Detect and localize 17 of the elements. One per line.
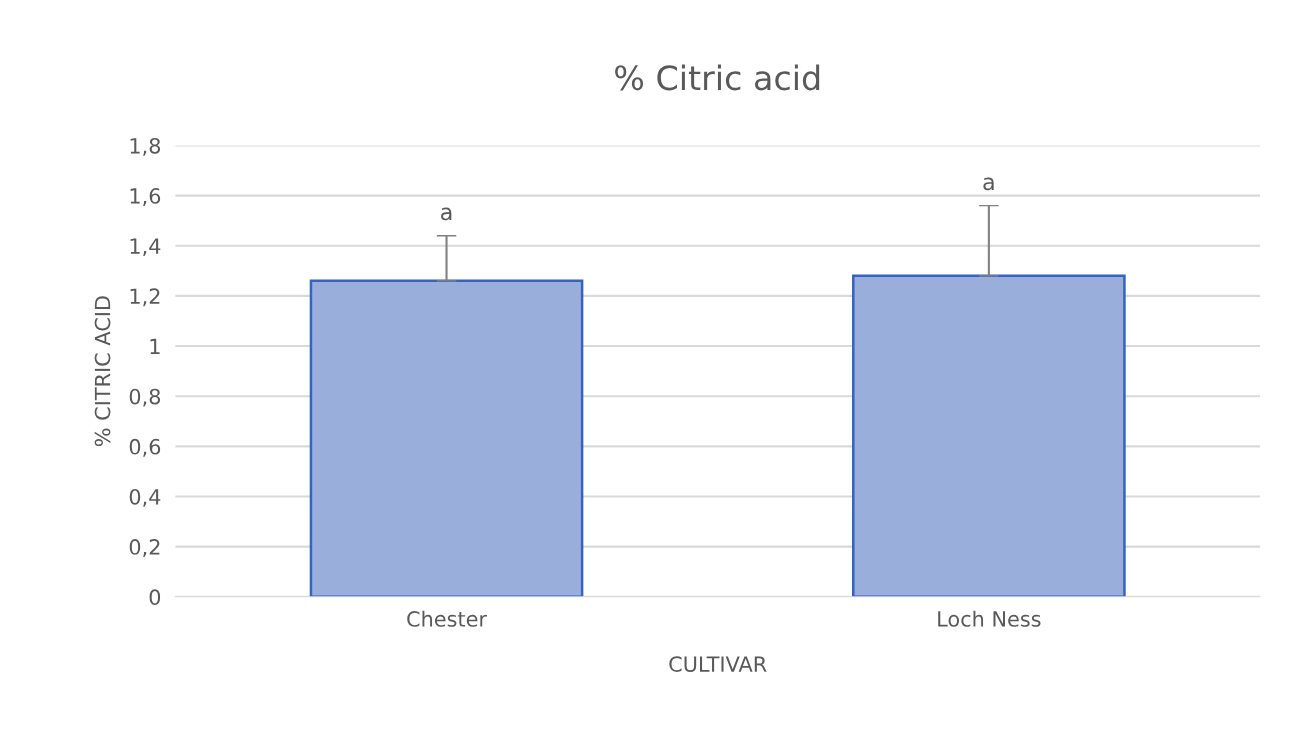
y-tick-label: 1,8 xyxy=(130,137,161,156)
annotation: a xyxy=(983,177,994,191)
y-tick-label: 0,6 xyxy=(129,438,161,457)
chart-title: % Citric acid xyxy=(615,64,820,91)
y-tick-label: 1,2 xyxy=(130,288,160,307)
y-tick-label: 1,6 xyxy=(130,188,161,206)
x-axis-title: CULTIVAR xyxy=(669,656,767,672)
y-tick-label: 0,2 xyxy=(129,539,160,557)
x-tick-label: Loch Ness xyxy=(938,610,1041,627)
y-tick-label: 0 xyxy=(149,589,161,606)
y-tick-label: 1,4 xyxy=(130,238,161,257)
y-tick-label: 0,4 xyxy=(129,488,161,507)
y-tick-label: 0,8 xyxy=(129,388,161,407)
y-tick-label: 1 xyxy=(150,338,160,354)
annotation: a xyxy=(441,207,452,221)
x-tick-label: Chester xyxy=(407,610,488,627)
y-axis-title: % CITRIC ACID xyxy=(94,296,111,447)
